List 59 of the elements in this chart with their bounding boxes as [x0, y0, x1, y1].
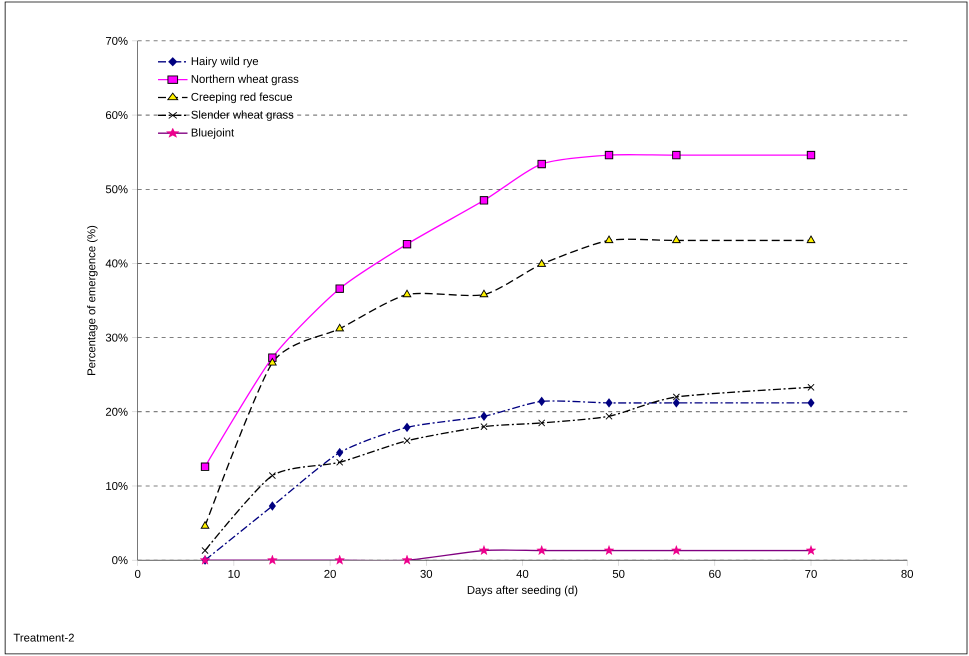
x-tick-label: 60 — [709, 570, 721, 578]
point — [806, 236, 816, 244]
point — [808, 398, 814, 408]
point — [806, 150, 816, 160]
point — [538, 160, 546, 168]
x-tick-label: 40 — [516, 570, 528, 578]
y-tick-label: 40% — [106, 260, 128, 268]
legend-label: Slender wheat grass — [191, 110, 294, 121]
legend-label: Bluejoint — [192, 128, 234, 139]
y-tick-label: 10% — [106, 482, 128, 490]
point — [200, 521, 210, 529]
x-tick-label: 80 — [901, 570, 914, 578]
point — [537, 259, 546, 267]
point — [336, 448, 344, 458]
legend-label: Creeping red fescue — [191, 92, 292, 104]
point — [336, 284, 344, 293]
x-tick-label: 30 — [420, 570, 432, 578]
point — [268, 472, 276, 480]
y-tick-label: 70% — [106, 36, 128, 45]
x-tick-label: 70 — [805, 570, 817, 578]
x-axis-title: Days after seeding (d) — [468, 586, 578, 596]
point — [268, 502, 276, 511]
point — [672, 398, 680, 408]
point — [335, 324, 344, 332]
point — [672, 236, 681, 244]
point — [606, 398, 612, 408]
point — [402, 240, 412, 248]
point — [201, 547, 209, 554]
y-axis-title: Percentage of emergence (%) — [87, 226, 98, 376]
point — [402, 290, 412, 298]
point — [538, 419, 546, 427]
legend-label: Northern wheat grass — [192, 74, 298, 86]
point — [480, 290, 488, 298]
point — [336, 458, 344, 466]
text: Treatment-2 — [14, 634, 74, 642]
point — [672, 150, 681, 160]
y-tick-label: 20% — [106, 408, 128, 416]
y-tick-label: 30% — [106, 334, 128, 342]
point — [672, 393, 680, 401]
point — [604, 150, 614, 160]
point — [807, 384, 815, 391]
point — [604, 236, 614, 244]
point — [200, 462, 210, 471]
y-tick-label: 0% — [112, 556, 128, 564]
point — [403, 437, 411, 444]
point — [605, 412, 613, 420]
point — [404, 422, 410, 432]
point — [538, 397, 546, 406]
point — [480, 412, 488, 421]
point — [268, 358, 277, 366]
y-tick-label: 50% — [106, 185, 128, 194]
x-tick-label: 0 — [135, 570, 140, 578]
legend-label: Hairy wild rye — [192, 56, 258, 68]
point — [480, 423, 488, 430]
x-tick-label: 50 — [612, 570, 624, 578]
x-tick-label: 10 — [228, 570, 240, 578]
y-tick-label: 60% — [106, 111, 128, 120]
x-tick-label: 20 — [324, 570, 336, 578]
point — [480, 196, 488, 205]
